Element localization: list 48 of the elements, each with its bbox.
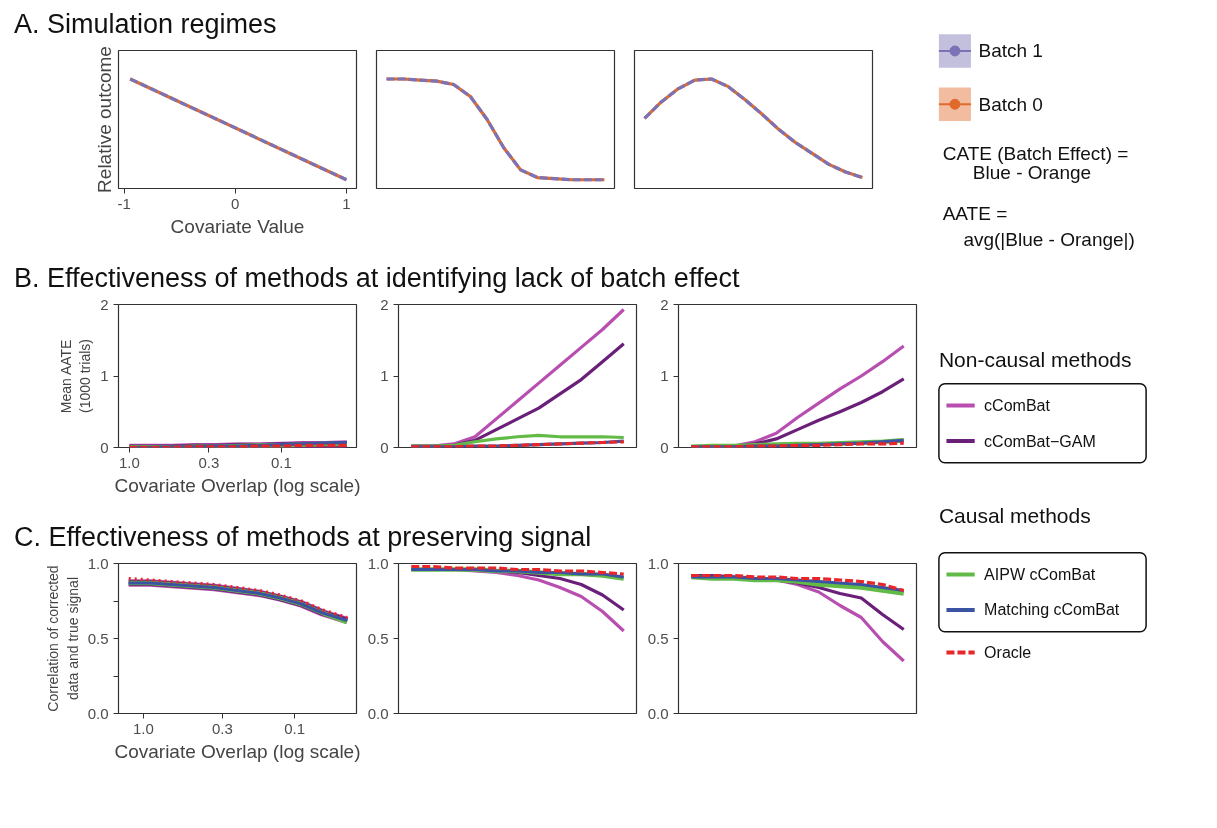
legend-label: Oracle [984, 643, 1032, 661]
y-tick-label: 0 [660, 438, 669, 456]
y-tick-label: 0.5 [367, 629, 389, 647]
y-tick-label: 2 [380, 295, 389, 313]
x-axis-title: Covariate Overlap (log scale) [114, 740, 361, 762]
legend-label: AIPW cComBat [984, 565, 1096, 583]
legend-label: cComBat−GAM [984, 432, 1096, 450]
text: Non-causal methods [938, 347, 1132, 371]
x-tick-label: 1.0 [118, 453, 140, 471]
x-tick-label: 0.3 [198, 453, 220, 471]
x-axis-title: Covariate Value [170, 215, 305, 237]
x-axis-title: Covariate Overlap (log scale) [114, 474, 361, 496]
y-tick-label: 0.5 [647, 629, 669, 647]
x-tick-label: 1.0 [132, 719, 154, 737]
legend-label: Batch 1 [978, 40, 1043, 62]
y-axis-title: Mean AATE (1000 trials) [57, 339, 94, 414]
text: avg(|Blue - Orange|) [963, 229, 1135, 251]
y-tick-label: 1.0 [367, 554, 389, 572]
text: AATE = [942, 203, 1008, 225]
y-tick-label: 0.0 [87, 704, 109, 722]
x-tick-label: 0.3 [212, 719, 233, 737]
chart-title: C. Effectiveness of methods at preserving signal [14, 522, 592, 552]
y-axis-title: Relative outcome [93, 46, 115, 193]
x-tick-label: 0.1 [270, 453, 292, 471]
x-tick-label: 1 [342, 194, 351, 212]
legend-label: Matching cComBat [984, 601, 1120, 619]
y-tick-label: 0 [380, 438, 389, 456]
legend-label: Batch 0 [978, 93, 1043, 115]
y-tick-label: 2 [660, 295, 669, 313]
y-tick-label: 1 [660, 367, 669, 384]
chart-title: B. Effectiveness of methods at identifying lack of batch effect [14, 263, 740, 293]
x-tick-label: -1 [117, 194, 131, 212]
y-tick-label: 0.0 [367, 704, 389, 722]
text: Causal methods [938, 503, 1091, 527]
x-tick-label: 0 [231, 194, 240, 212]
y-tick-label: 2 [100, 295, 109, 313]
text: CATE (Batch Effect) = [942, 143, 1129, 165]
y-tick-label: 0 [100, 438, 109, 456]
y-tick-label: 0.5 [87, 629, 109, 647]
legend-label: cComBat [984, 397, 1051, 414]
chart-title: A. Simulation regimes [14, 8, 277, 41]
x-tick-label: 0.1 [284, 719, 306, 737]
y-tick-label: 1.0 [87, 554, 109, 572]
y-tick-label: 1 [100, 367, 109, 384]
y-tick-label: 1 [380, 367, 389, 384]
y-axis-title: Correlation of corrected data and true signal [45, 565, 81, 712]
y-tick-label: 0.0 [647, 704, 669, 722]
y-tick-label: 1.0 [647, 554, 669, 572]
